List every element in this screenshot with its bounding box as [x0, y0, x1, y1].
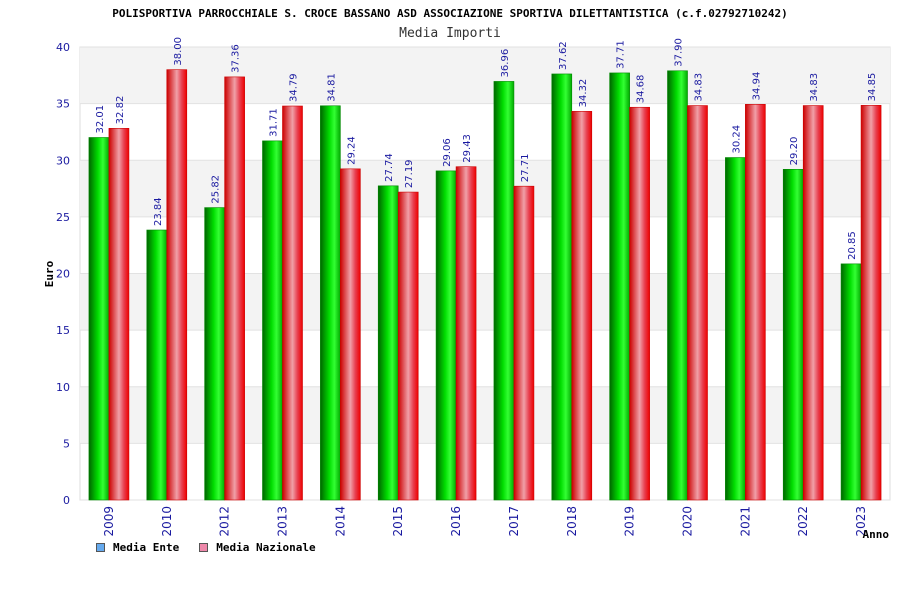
data-label: 25.82 — [211, 175, 222, 204]
bar-media-ente — [725, 157, 746, 501]
plot-band — [80, 47, 890, 104]
data-label: 30.24 — [731, 125, 742, 154]
y-tick-label: 5 — [63, 437, 70, 450]
x-tick-label: 2016 — [449, 506, 463, 537]
y-tick-label: 10 — [56, 381, 70, 394]
data-label: 29.43 — [462, 134, 473, 163]
bar-media-ente — [146, 229, 168, 501]
legend-label-media-ente: Media Ente — [113, 541, 180, 554]
data-label: 23.84 — [153, 197, 164, 226]
data-label: 37.71 — [616, 40, 627, 69]
bar-media-ente — [782, 169, 804, 501]
legend-swatch-media-ente — [96, 543, 105, 552]
data-label: 34.94 — [751, 72, 762, 101]
x-tick-label: 2019 — [623, 506, 637, 537]
bar-media-ente — [435, 170, 457, 501]
bar-media-nazionale — [745, 104, 766, 501]
bar-media-ente — [493, 81, 515, 501]
bar-media-ente — [320, 105, 341, 501]
y-tick-label: 15 — [56, 324, 70, 337]
plot-band — [80, 386, 890, 444]
data-labels: 32.01 32.82 23.84 38.00 25.82 37.36 31.71 34.79… — [95, 37, 878, 260]
y-tick-label: 35 — [56, 98, 70, 111]
data-label: 27.19 — [404, 159, 415, 188]
bar-media-nazionale — [166, 69, 188, 501]
legend-label-media-nazionale: Media Nazionale — [216, 541, 316, 554]
y-axis-title: Euro — [43, 260, 56, 287]
x-tick-label: 2010 — [160, 506, 174, 537]
legend-item-media-nazionale: Media Nazionale — [199, 541, 316, 554]
x-tick-label: 2015 — [391, 506, 405, 537]
x-axis-title: Anno — [863, 528, 890, 541]
x-tick-labels: 2009 2010 2012 2013 2014 2015 2016 2017 2018 2019… — [102, 506, 868, 537]
bar-media-nazionale — [108, 128, 130, 501]
x-tick-label: 2013 — [276, 506, 290, 537]
y-tick-labels: 0 5 10 15 20 25 30 35 40 — [56, 41, 70, 507]
bar-media-nazionale — [629, 106, 650, 501]
bar-media-nazionale — [340, 168, 361, 501]
plot-band — [80, 273, 890, 331]
bar-media-ente — [609, 72, 630, 501]
x-tick-label: 2018 — [565, 506, 579, 537]
legend-item-media-ente: Media Ente — [96, 541, 179, 554]
bar-media-ente — [88, 137, 110, 501]
bar-media-ente — [840, 263, 862, 501]
data-label: 34.81 — [326, 73, 337, 102]
bar-media-ente — [377, 185, 399, 501]
x-tick-label: 2012 — [218, 506, 232, 537]
y-tick-label: 30 — [56, 154, 70, 167]
data-label: 31.71 — [269, 108, 280, 137]
data-label: 27.74 — [384, 153, 395, 182]
x-tick-label: 2023 — [854, 506, 868, 537]
data-label: 32.01 — [95, 105, 106, 134]
x-tick-label: 2014 — [333, 506, 347, 537]
y-tick-label: 0 — [63, 494, 70, 507]
bar-media-nazionale — [397, 191, 419, 501]
data-label: 34.83 — [809, 73, 820, 102]
bars — [88, 69, 882, 501]
data-label: 37.36 — [231, 44, 242, 73]
chart-subtitle: Media Importi — [399, 26, 501, 41]
x-tick-label: 2017 — [507, 506, 521, 537]
y-tick-label: 40 — [56, 41, 70, 54]
data-label: 36.96 — [500, 49, 511, 78]
data-label: 29.24 — [346, 136, 357, 165]
bar-media-nazionale — [802, 105, 824, 501]
x-tick-label: 2022 — [796, 506, 810, 537]
bar-media-nazionale — [571, 111, 593, 501]
bar-media-nazionale — [513, 185, 535, 501]
x-tick-label: 2009 — [102, 506, 116, 537]
data-label: 38.00 — [173, 37, 184, 66]
legend: Media Ente Media Nazionale — [96, 541, 316, 554]
data-label: 34.32 — [578, 79, 589, 108]
data-label: 34.68 — [636, 75, 647, 104]
data-label: 20.85 — [847, 231, 858, 260]
x-tick-label: 2021 — [738, 506, 752, 537]
data-label: 29.20 — [789, 137, 800, 166]
chart-title: POLISPORTIVA PARROCCHIALE S. CROCE BASSA… — [112, 7, 788, 20]
bar-media-nazionale — [687, 105, 708, 501]
legend-swatch-media-nazionale — [199, 543, 209, 552]
bar-media-nazionale — [282, 105, 303, 501]
data-label: 34.83 — [694, 73, 705, 102]
data-label: 29.06 — [442, 138, 453, 167]
bar-media-nazionale — [224, 76, 245, 501]
x-tick-label: 2020 — [681, 506, 695, 537]
y-tick-label: 25 — [56, 211, 70, 224]
bar-media-ente — [667, 70, 688, 501]
data-label: 37.90 — [674, 38, 685, 67]
bar-media-nazionale — [455, 166, 477, 501]
bar-media-ente — [551, 73, 573, 501]
bar-media-ente — [204, 207, 225, 501]
data-label: 34.79 — [289, 73, 300, 102]
data-label: 27.71 — [520, 154, 531, 183]
plot-band — [80, 160, 890, 217]
bar-media-ente — [262, 140, 283, 501]
data-label: 34.85 — [867, 73, 878, 102]
y-tick-label: 20 — [56, 268, 70, 281]
data-label: 37.62 — [558, 41, 569, 70]
bar-media-nazionale — [860, 105, 882, 501]
data-label: 32.82 — [115, 96, 126, 125]
